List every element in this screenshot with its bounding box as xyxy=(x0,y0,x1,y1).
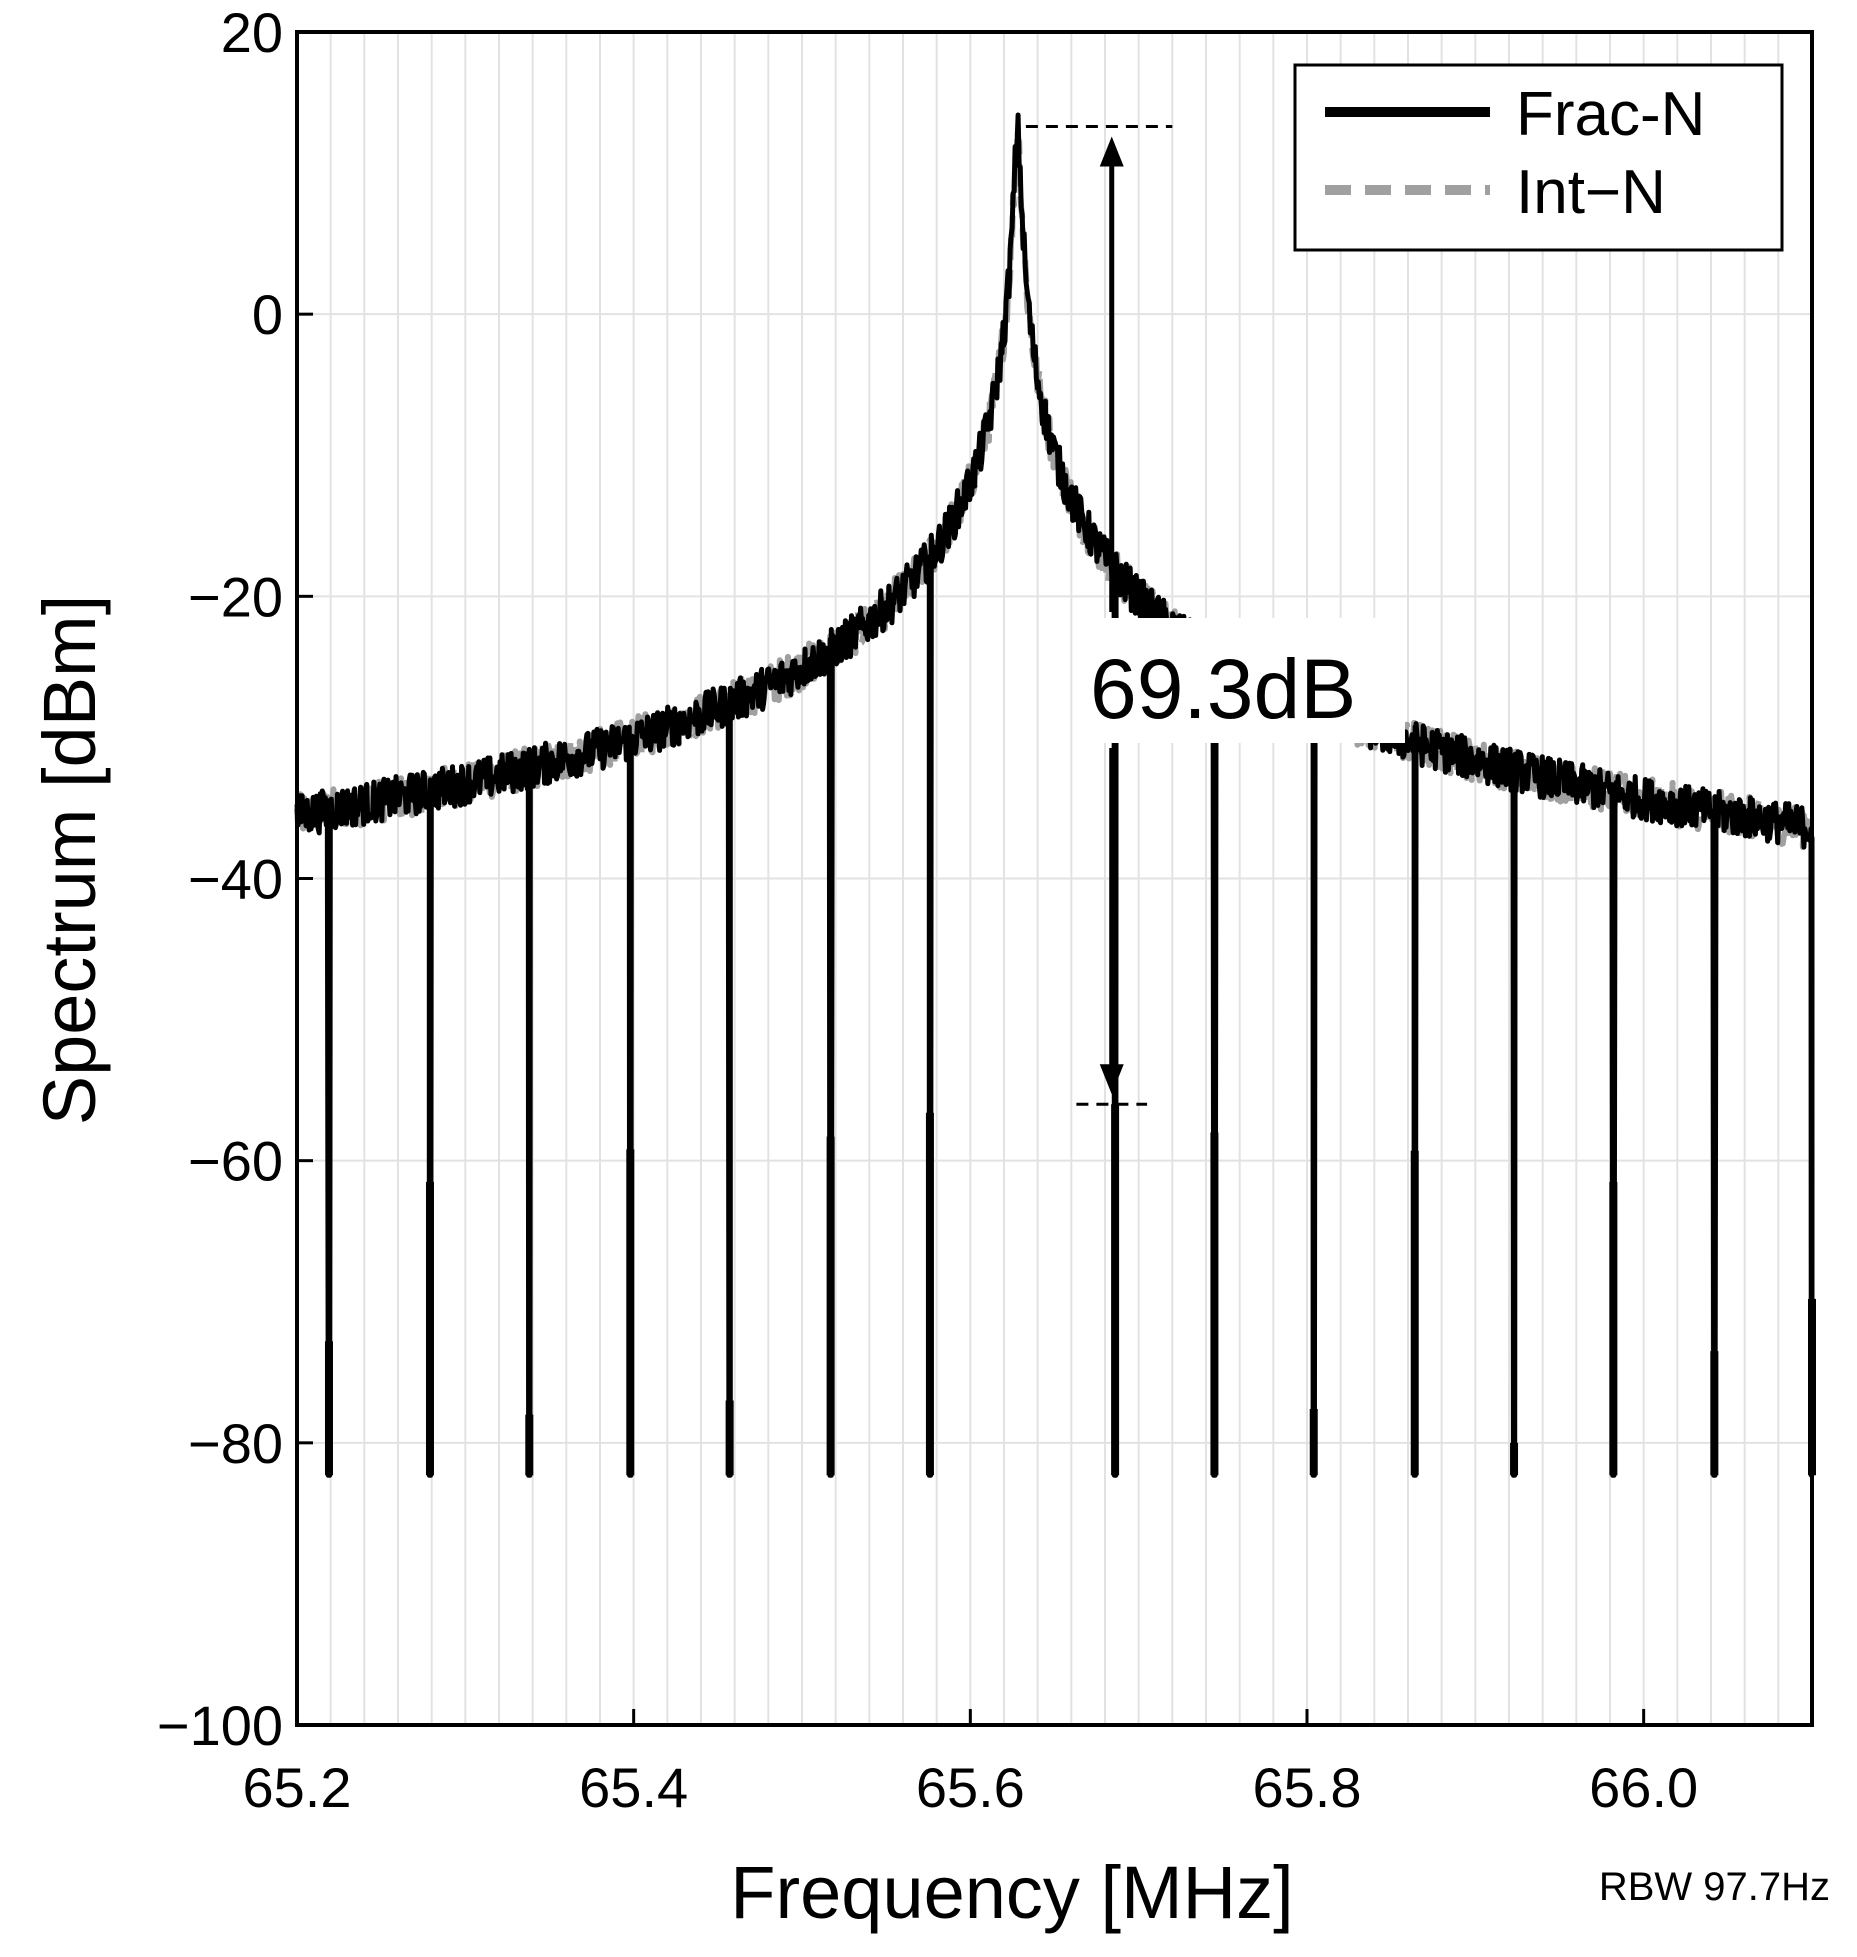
annotation-label-background xyxy=(1075,618,1405,743)
x-tick-label: 65.6 xyxy=(916,1756,1025,1819)
legend-label-int-n: Int−N xyxy=(1516,158,1666,227)
x-tick-label: 65.4 xyxy=(579,1756,688,1819)
legend-box xyxy=(1293,63,1784,252)
annotation-label: 69.3dB xyxy=(1090,642,1356,736)
y-tick-label: −40 xyxy=(188,848,283,911)
x-axis-ticks: 65.2 65.4 65.6 65.8 66.0 xyxy=(243,1709,1698,1819)
annotation-arrowhead-up xyxy=(1099,136,1124,167)
y-tick-label: 0 xyxy=(252,283,283,346)
y-tick-label: −60 xyxy=(188,1130,283,1193)
y-tick-label: 20 xyxy=(221,1,283,64)
rbw-note: RBW 97.7Hz xyxy=(1599,1865,1830,1909)
x-tick-label: 65.8 xyxy=(1253,1756,1362,1819)
x-tick-label: 65.2 xyxy=(243,1756,352,1819)
y-tick-label: −20 xyxy=(188,565,283,628)
y-tick-label: −100 xyxy=(157,1694,283,1757)
series-line-frac-n xyxy=(294,112,1816,1478)
annotation-layer: 69.3dB xyxy=(1025,125,1405,1106)
legend-label-frac-n: Frac-N xyxy=(1516,80,1705,149)
x-axis-title: Frequency [MHz] xyxy=(730,1851,1293,1934)
y-axis-title: Spectrum [dBm] xyxy=(28,595,111,1126)
y-tick-label: −80 xyxy=(188,1412,283,1475)
legend: Frac-N Int−N xyxy=(1293,63,1784,252)
y-axis-ticks: 20 0 −20 −40 −60 −80 −100 xyxy=(157,1,313,1757)
x-tick-label: 66.0 xyxy=(1589,1756,1698,1819)
annotation-arrowhead-down xyxy=(1099,1064,1124,1095)
